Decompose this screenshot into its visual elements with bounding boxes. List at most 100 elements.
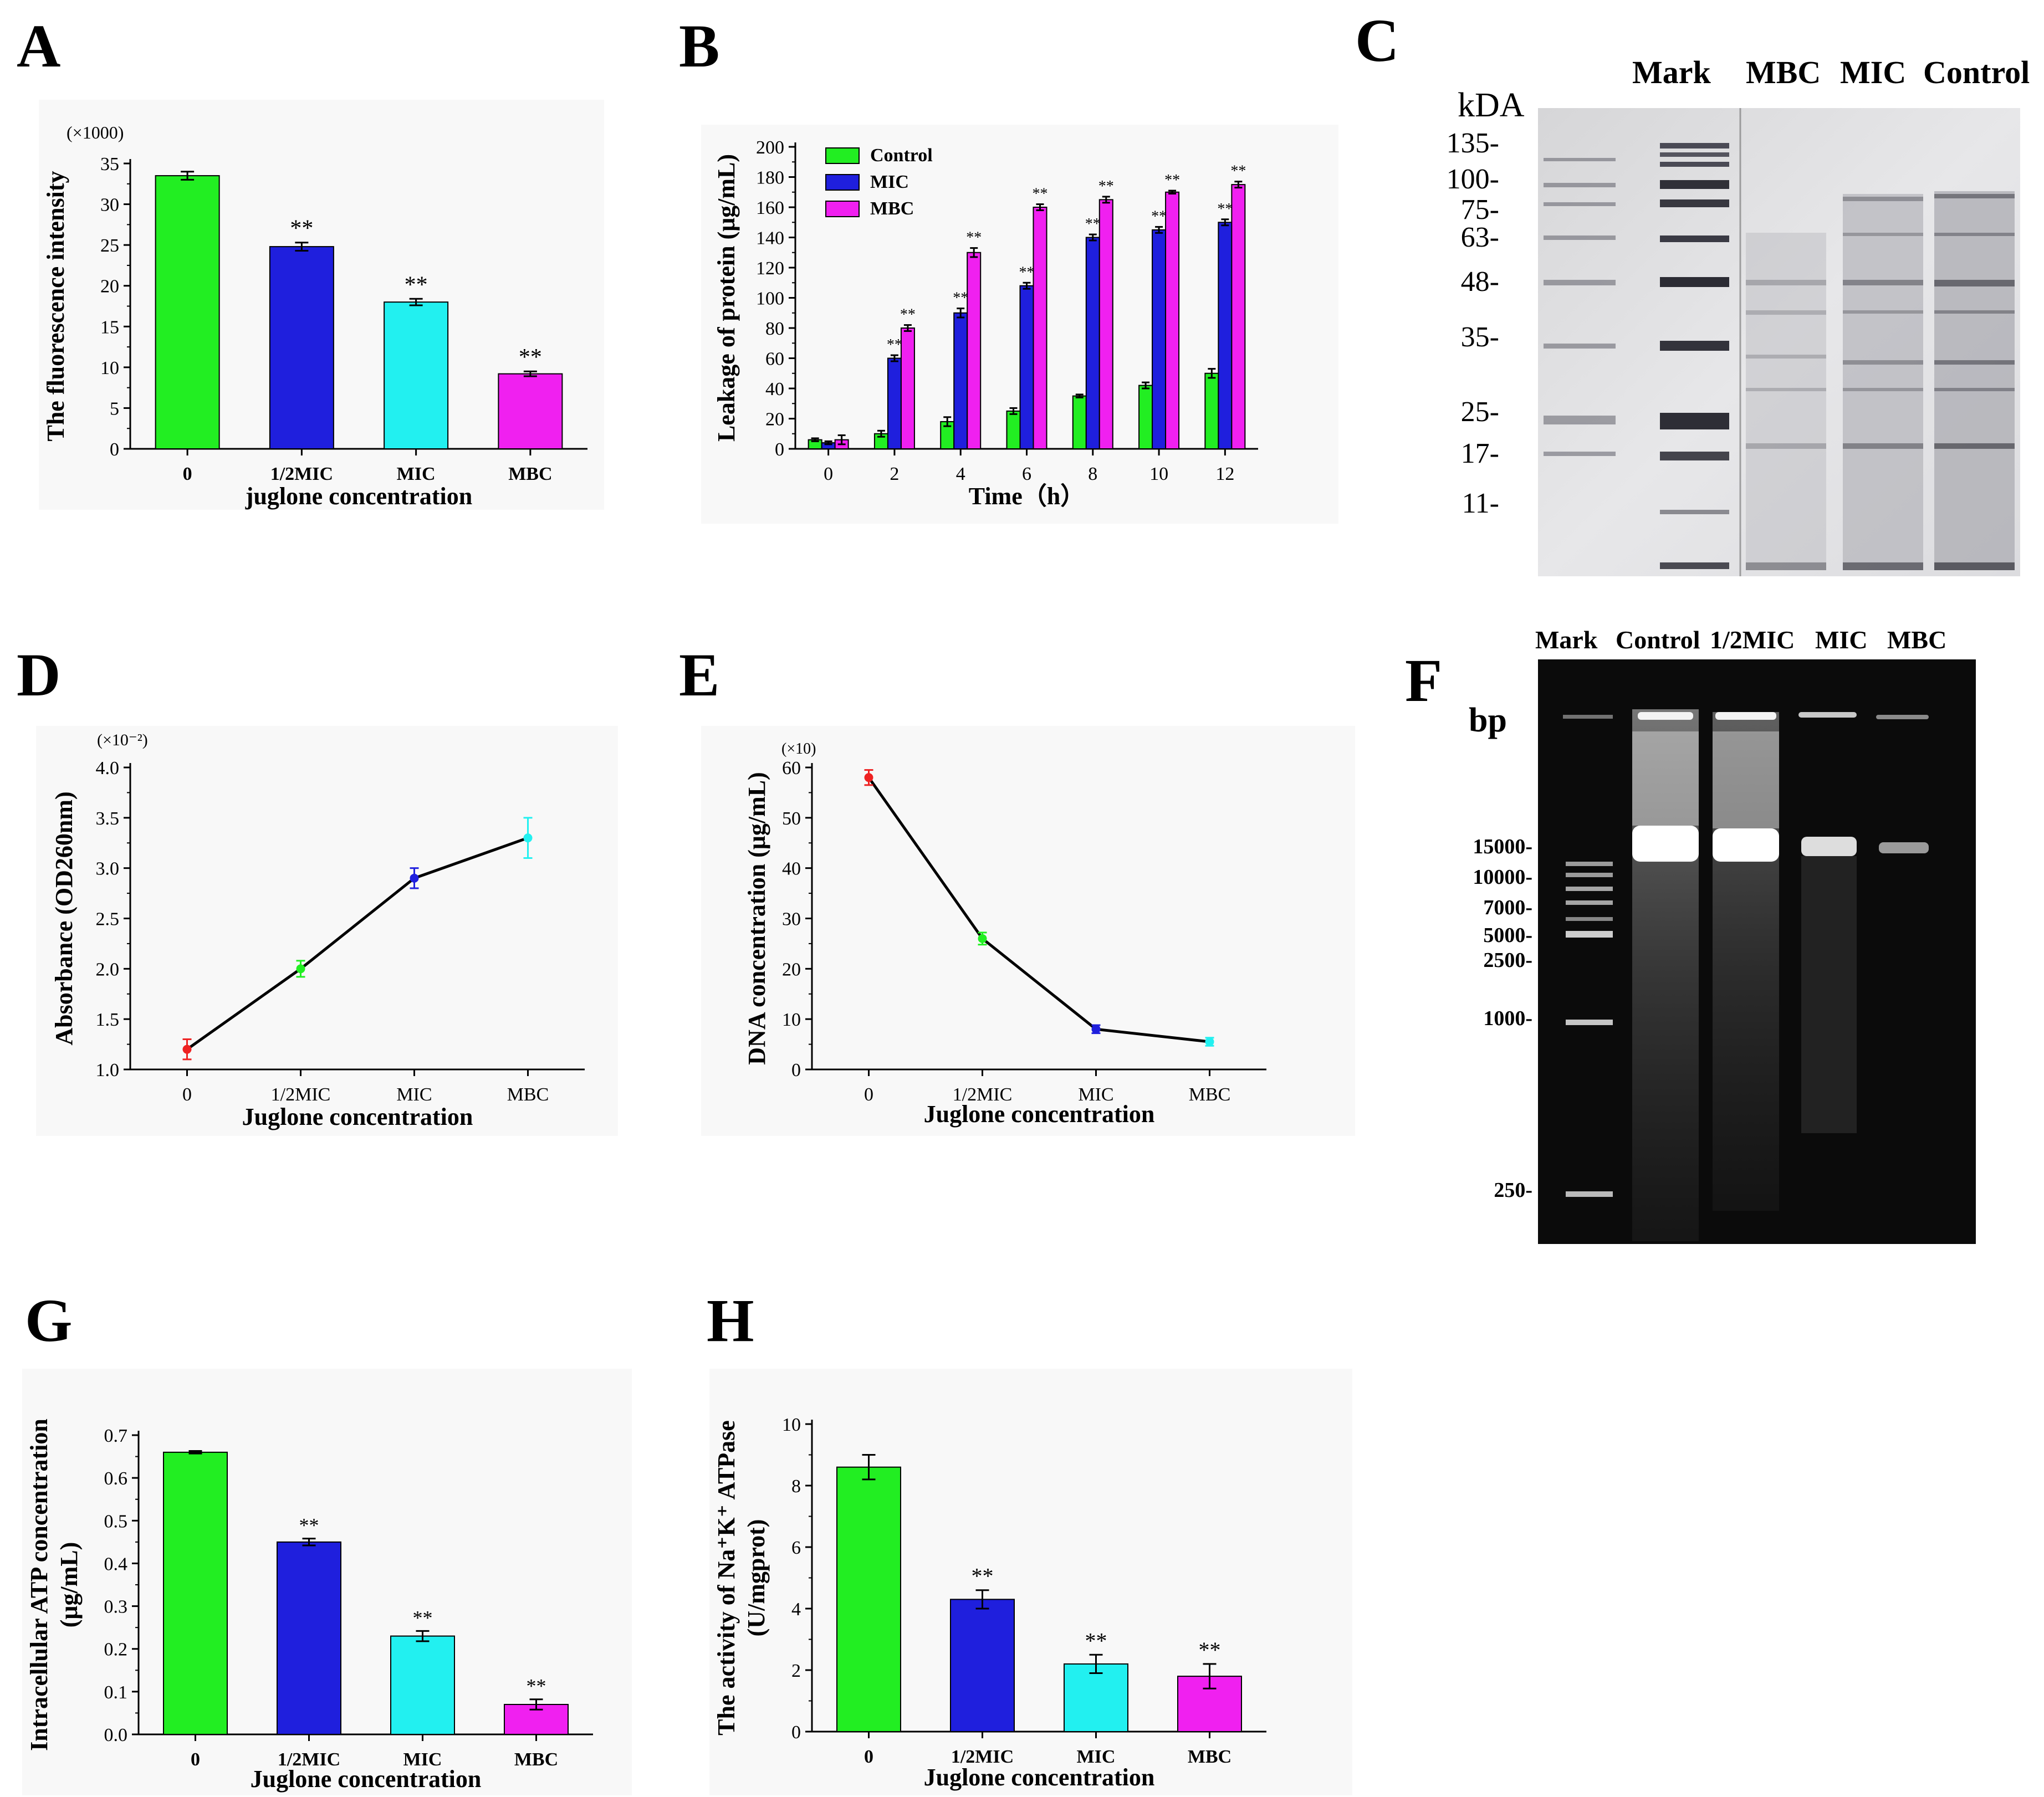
- chart-b-x-axis-label: Time（h）: [969, 483, 1085, 510]
- chart-b-legend-swatch: [825, 147, 860, 164]
- chart-b-significance-label: **: [1151, 208, 1167, 225]
- chart-b-y-tick-label: 100: [756, 289, 784, 309]
- chart-g-y-tick-label: 0.1: [104, 1682, 128, 1703]
- gel-c-left-lane: [1544, 158, 1616, 456]
- gel-f-ladder: [1563, 715, 1613, 1197]
- chart-e-background: [701, 726, 1355, 1136]
- chart-a-significance-label: **: [290, 216, 313, 242]
- chart-b-y-tick-label: 20: [765, 409, 784, 430]
- chart-e-y-tick-label: 0: [791, 1060, 801, 1081]
- chart-b-protein-leakage: 0 20 40 60 80 100 120 140 160 180 200 0 2 ** ** 4 ** ** 6 *…: [701, 125, 1338, 524]
- chart-h-x-tick-label: 1/2MIC: [951, 1747, 1014, 1767]
- chart-d-x-tick-label: 1/2MIC: [271, 1084, 331, 1105]
- chart-e-y-tick-label: 20: [782, 959, 801, 980]
- chart-b-bar-mic: [1019, 285, 1034, 449]
- chart-d-y-tick-label: 1.0: [96, 1060, 120, 1081]
- chart-d-y-tick-label: 3.5: [96, 808, 120, 829]
- chart-h-y-tick-label: 4: [791, 1599, 801, 1620]
- gel-f-marker: 250-: [1494, 1179, 1532, 1202]
- chart-g-y-tick-label: 0.6: [104, 1468, 128, 1489]
- chart-h-x-tick-label: MBC: [1188, 1747, 1231, 1767]
- chart-b-significance-label: **: [900, 306, 916, 324]
- chart-b-x-tick-label: 12: [1215, 464, 1234, 484]
- gel-f-lane-control: [1632, 709, 1699, 1241]
- chart-a-bar: [155, 175, 220, 449]
- chart-a-x-tick-label: 0: [183, 464, 192, 484]
- chart-d-background: [36, 726, 618, 1136]
- gel-f-marker: 15000-: [1473, 835, 1532, 858]
- chart-h-background: [709, 1369, 1352, 1795]
- chart-e-data-point: [1091, 1025, 1101, 1034]
- chart-b-bar-mbc: [1033, 207, 1047, 449]
- chart-g-y-tick-label: 0.3: [104, 1597, 128, 1617]
- chart-a-y-tick-label: 20: [100, 277, 119, 297]
- gel-c-marker-bands: [1660, 143, 1729, 569]
- gel-f-lane-mbc: [1876, 715, 1929, 853]
- chart-h-x-tick-label: MIC: [1077, 1747, 1116, 1767]
- gel-f-lane-label: 1/2MIC: [1710, 626, 1795, 654]
- chart-b-y-tick-label: 180: [756, 168, 784, 188]
- chart-g-significance-label: **: [527, 1675, 546, 1697]
- chart-b-x-tick-label: 10: [1149, 464, 1168, 484]
- chart-b-significance-label: **: [966, 229, 982, 247]
- gel-f-marker: 5000-: [1483, 924, 1532, 947]
- chart-a-significance-label: **: [405, 272, 428, 298]
- chart-b-bar-mic: [887, 357, 902, 449]
- chart-g-y-tick-label: 0.7: [104, 1426, 128, 1446]
- chart-d-absorbance: 1.0 1.5 2.0 2.5 3.0 3.5 4.0 0 1/2MIC MIC MBC (×10⁻²…: [36, 726, 618, 1136]
- chart-b-bar-mic: [1152, 229, 1167, 449]
- chart-b-bar-mbc: [900, 327, 915, 449]
- chart-g-x-tick-label: 0: [191, 1749, 200, 1770]
- chart-d-x-axis-label: Juglone concentration: [242, 1103, 473, 1130]
- chart-d-series-line: [186, 836, 529, 1051]
- gel-c-lane-label: MBC: [1746, 54, 1821, 90]
- chart-a-y-tick-label: 35: [100, 154, 119, 175]
- gel-c-lane-mic: [1843, 194, 1923, 570]
- chart-b-legend-label: MIC: [870, 172, 909, 192]
- chart-h-significance-label: **: [1085, 1628, 1107, 1653]
- chart-h-bar: [1064, 1663, 1128, 1732]
- chart-g-y-tick-label: 0.0: [104, 1725, 128, 1745]
- chart-h-y-axis-label: The activity of Na⁺K⁺ ATPase: [713, 1420, 740, 1735]
- gel-f-lane-half-mic: [1713, 712, 1779, 1211]
- chart-h-y-tick-label: 10: [782, 1415, 801, 1435]
- gel-f-marker: 1000-: [1483, 1007, 1532, 1030]
- chart-e-series-line: [867, 776, 1210, 1043]
- chart-d-data-point: [410, 873, 419, 883]
- chart-b-y-tick-label: 0: [775, 439, 784, 460]
- chart-d-x-tick-label: MBC: [507, 1084, 549, 1105]
- chart-a-fluorescence: 0 5 10 15 20 25 30 35 0 ** 1/2MIC ** MIC ** MBC (×1000)…: [39, 100, 604, 510]
- chart-d-y-axis-label: Absorbance (OD260nm): [50, 791, 78, 1045]
- chart-b-legend-label: Control: [870, 145, 933, 166]
- chart-e-x-tick-label: MBC: [1189, 1084, 1231, 1105]
- chart-h-y-tick-label: 0: [791, 1722, 801, 1743]
- gel-f-lane-label: MBC: [1887, 626, 1946, 654]
- chart-b-significance-label: **: [1019, 264, 1035, 281]
- gel-c-marker: 11-: [1462, 488, 1499, 519]
- chart-b-y-tick-label: 120: [756, 258, 784, 279]
- chart-a-y-tick-label: 15: [100, 317, 119, 337]
- chart-b-y-tick-label: 140: [756, 228, 784, 249]
- gel-c-marker: 100-: [1447, 163, 1499, 195]
- chart-g-atp: 0.0 0.1 0.2 0.3 0.4 0.5 0.6 0.7 0 ** 1/2MIC ** MIC **…: [22, 1369, 632, 1795]
- gel-c-marker: 63-: [1461, 222, 1499, 253]
- chart-b-bar-mbc: [1231, 184, 1246, 449]
- chart-b-significance-label: **: [1085, 216, 1101, 233]
- chart-h-y-axis-label: (U/mgprot): [743, 1519, 770, 1637]
- chart-b-significance-label: **: [887, 336, 902, 354]
- chart-a-y-tick-label: 0: [110, 439, 119, 460]
- chart-b-y-tick-label: 200: [756, 137, 784, 158]
- chart-a-x-tick-label: MIC: [397, 464, 436, 484]
- gel-c-marker: 135-: [1447, 127, 1499, 159]
- chart-e-y-tick-label: 40: [782, 859, 801, 879]
- chart-e-y-axis-label: DNA concentration (μg/mL): [743, 772, 770, 1064]
- chart-g-x-tick-label: MBC: [514, 1749, 558, 1770]
- gel-c-marker: 75-: [1461, 194, 1499, 226]
- chart-a-axis-multiplier: (×1000): [67, 122, 124, 142]
- chart-d-axis-multiplier: (×10⁻²): [97, 731, 148, 749]
- gel-c-lane-label: Control: [1923, 54, 2030, 90]
- chart-a-y-tick-label: 5: [110, 398, 119, 419]
- chart-d-y-tick-label: 1.5: [96, 1010, 120, 1030]
- chart-b-bar-mic: [953, 312, 968, 449]
- chart-e-y-tick-label: 50: [782, 808, 801, 829]
